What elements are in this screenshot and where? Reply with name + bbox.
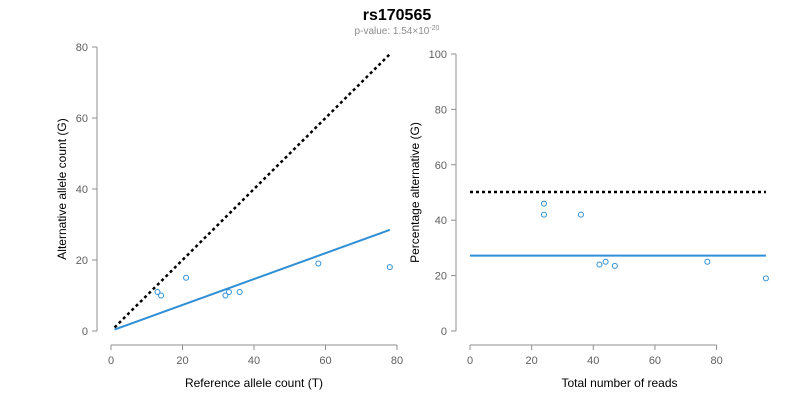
left-scatter-panel: 0 20 40 60 80 0 20 40 60 80 Reference allele count…	[55, 42, 403, 390]
left-x-axis-label: Reference allele count (T)	[185, 376, 323, 390]
right-y-tick-label: 80	[435, 104, 447, 116]
left-x-tick-label: 60	[319, 355, 331, 367]
left-data-point	[315, 260, 322, 267]
right-x-tick-label: 80	[710, 355, 722, 367]
left-x-tick-label: 20	[176, 355, 188, 367]
left-x-tick-label: 40	[248, 355, 260, 367]
right-x-tick-label: 20	[526, 355, 538, 367]
right-x-axis-label: Total number of reads	[561, 376, 677, 390]
right-data-point	[540, 200, 547, 207]
left-y-axis-label: Alternative allele count (G)	[55, 118, 69, 259]
left-y-tick-label: 0	[82, 326, 88, 338]
left-data-point	[183, 274, 190, 281]
right-data-point	[704, 258, 711, 265]
left-data-point	[236, 288, 243, 295]
left-data-point	[154, 288, 161, 295]
left-data-point	[158, 292, 165, 299]
right-x-tick-label: 0	[467, 355, 473, 367]
left-data-point	[222, 292, 229, 299]
right-y-tick-label: 0	[441, 326, 447, 338]
left-y-tick-label: 80	[76, 42, 88, 54]
left-y-tick-label: 40	[76, 184, 88, 196]
right-data-point	[762, 275, 769, 282]
left-reference-line	[113, 53, 391, 329]
left-y-tick-label: 60	[76, 113, 88, 125]
right-y-tick-label: 40	[435, 215, 447, 227]
right-data-point	[602, 258, 609, 265]
right-data-point	[540, 211, 547, 218]
left-data-point	[225, 288, 232, 295]
chart-subtitle: p-value: 1.54×10-20	[355, 25, 440, 37]
p-value-text: p-value: 1.54×10	[355, 26, 430, 37]
left-y-tick-label: 20	[76, 255, 88, 267]
right-scatter-panel: 0 20 40 60 80 0 20 40 60 80 100 Total number of rea…	[408, 49, 769, 390]
right-y-tick-label: 100	[429, 49, 447, 61]
left-data-point	[386, 264, 393, 271]
right-data-point	[577, 211, 584, 218]
right-x-tick-label: 40	[587, 355, 599, 367]
left-x-tick-label: 80	[391, 355, 403, 367]
right-data-point	[611, 262, 618, 269]
right-y-axis-label: Percentage alternative (G)	[408, 122, 422, 263]
left-fit-line	[114, 228, 391, 331]
p-value-exponent: -20	[429, 25, 439, 32]
right-y-tick-label: 60	[435, 160, 447, 172]
right-data-point	[596, 261, 603, 268]
left-x-tick-label: 0	[108, 355, 114, 367]
right-y-tick-label: 20	[435, 271, 447, 283]
chart-title: rs170565	[363, 7, 432, 24]
right-x-tick-label: 60	[649, 355, 661, 367]
